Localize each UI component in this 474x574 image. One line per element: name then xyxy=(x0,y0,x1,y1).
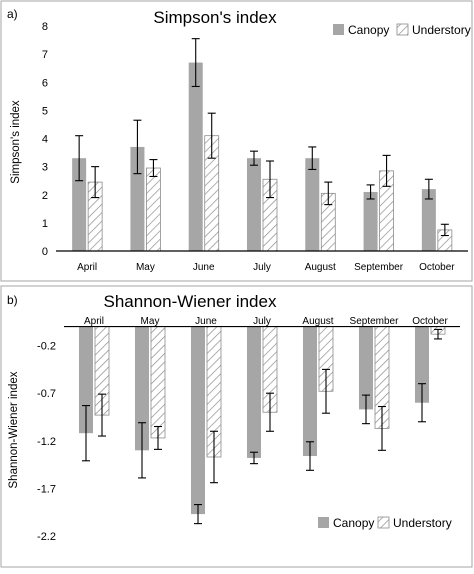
legend-understory-swatch-b xyxy=(377,516,390,529)
panel-b-errorbar-understory-july xyxy=(266,392,274,432)
panel-a-xtick-october: October xyxy=(419,262,455,273)
panel-b-errorbar-canopy-october xyxy=(418,383,426,423)
panel-b-plot: -2.2 -1.7 -1.2 -0.7 -0.2 April May June July Augu… xyxy=(37,316,460,543)
legend-understory-label-b: Understory xyxy=(393,516,452,530)
panel-b-ytick-4: -0.2 xyxy=(37,341,56,353)
panel-a-errorbar-canopy-july xyxy=(250,150,258,166)
panel-a-bar-canopy-august xyxy=(305,158,320,251)
panel-a-errorbar-understory-august xyxy=(324,181,333,206)
legend-understory-label-a: Understory xyxy=(412,23,471,37)
panel-a-errorbar-canopy-september xyxy=(366,184,375,200)
panel-a-ytick-7: 7 xyxy=(42,49,48,61)
panel-b-errorbar-canopy-may xyxy=(138,422,146,479)
panel-b-xtick-september: September xyxy=(350,316,400,327)
panel-a-errorbar-understory-july xyxy=(266,160,274,199)
panel-a-xtick-july: July xyxy=(253,262,271,273)
panel-a-xtick-august: August xyxy=(305,262,336,273)
panel-a-frame xyxy=(0,0,473,282)
panel-b-errorbar-understory-september xyxy=(378,405,386,451)
panel-a-ytick-8: 8 xyxy=(42,21,48,33)
panel-b-errorbar-canopy-september xyxy=(362,394,370,425)
panel-a-bar-canopy-september xyxy=(363,191,378,251)
panel-a-ytick-3: 3 xyxy=(42,162,48,174)
panel-a-errorbar-understory-april xyxy=(91,166,100,199)
panel-a-ytick-5: 5 xyxy=(42,105,48,117)
legend-canopy-swatch-b xyxy=(318,517,329,528)
panel-b-bar-canopy-september xyxy=(359,326,373,410)
panel-a-ytick-6: 6 xyxy=(42,77,48,89)
panel-b-title: Shannon-Wiener index xyxy=(104,292,277,311)
panel-b-errorbar-understory-april xyxy=(98,393,106,437)
panel-b-ytick-0: -2.2 xyxy=(37,531,56,543)
panel-b-bar-canopy-may xyxy=(135,326,149,451)
panel-b-ytick-2: -1.2 xyxy=(37,436,56,448)
panel-b-errorbar-understory-october xyxy=(434,328,442,340)
panel-b-ylabel: Shannon-Wiener index xyxy=(8,371,20,488)
panel-b-ytick-3: -0.7 xyxy=(37,388,56,400)
panel-b-xtick-october: October xyxy=(412,316,448,327)
panel-a-errorbar-canopy-may xyxy=(133,119,142,175)
panel-a-ytick-4: 4 xyxy=(42,134,48,146)
panel-a-ylabel: Simpson's index xyxy=(10,100,22,184)
panel-b-bar-understory-may xyxy=(150,326,166,439)
panel-b-errorbar-understory-august xyxy=(322,368,330,414)
panel-b-legend: Canopy Understory xyxy=(318,516,452,530)
panel-b-label: b) xyxy=(7,293,18,307)
panel-a-ytick-2: 2 xyxy=(42,190,48,202)
panel-a-errorbar-canopy-october xyxy=(424,178,433,200)
panel-a-xtick-september: September xyxy=(354,262,404,273)
panel-b-bar-canopy-july xyxy=(247,326,261,458)
panel-b-errorbar-canopy-june xyxy=(194,504,202,525)
panel-b-errorbar-canopy-july xyxy=(250,451,258,465)
panel-a-bar-canopy-may xyxy=(130,146,145,251)
panel-b-xtick-april: April xyxy=(84,316,104,327)
panel-a-errorbar-understory-may xyxy=(149,159,158,178)
panel-b-xtick-august: August xyxy=(302,316,333,327)
panel-a-bar-understory-may xyxy=(146,167,161,252)
panel-b-ytick-1: -1.7 xyxy=(37,483,56,495)
legend-canopy-swatch-a xyxy=(333,24,344,35)
panel-b-errorbar-canopy-august xyxy=(306,441,314,471)
panel-b-errorbar-understory-may xyxy=(154,425,162,450)
panel-a-errorbar-canopy-april xyxy=(75,135,84,182)
panel-a-errorbar-canopy-june xyxy=(191,38,200,88)
legend-understory-swatch-a xyxy=(396,23,409,36)
panel-a-title: Simpson's index xyxy=(153,8,277,27)
panel-a-errorbar-canopy-august xyxy=(308,146,317,170)
panel-a-errorbar-understory-october xyxy=(440,223,449,237)
panel-a-bar-canopy-july xyxy=(247,158,261,251)
panel-a-bar-canopy-june xyxy=(188,62,203,251)
panel-b-bar-canopy-april xyxy=(79,326,93,434)
legend-canopy-label-b: Canopy xyxy=(333,516,374,530)
panel-b-xtick-june: June xyxy=(195,316,217,327)
panel-a-bar-canopy-october xyxy=(421,189,436,251)
panel-a-legend: Canopy Understory xyxy=(333,23,471,37)
panel-a-xtick-june: June xyxy=(193,262,215,273)
panel-a-bar-canopy-april xyxy=(72,158,87,251)
panel-b-xtick-july: July xyxy=(253,316,271,327)
panel-b-errorbar-canopy-april xyxy=(82,405,90,462)
panel-b-bar-canopy-august xyxy=(303,326,317,457)
panel-a-xtick-may: May xyxy=(136,262,155,273)
legend-canopy-label-a: Canopy xyxy=(348,23,389,37)
panel-b-bar-canopy-june xyxy=(191,326,205,515)
panel-b-xtick-may: May xyxy=(141,316,160,327)
panel-a-errorbar-understory-june xyxy=(207,112,216,159)
panel-a-ytick-0: 0 xyxy=(42,246,48,258)
panel-a-ytick-1: 1 xyxy=(42,218,48,230)
panel-a-errorbar-understory-september xyxy=(382,154,391,187)
panel-b-errorbar-understory-june xyxy=(210,430,218,484)
panel-a-plot: 0 1 2 3 4 5 6 7 8 April May June July August September… xyxy=(42,21,468,273)
panel-a-xtick-april: April xyxy=(77,262,97,273)
panel-a-label: a) xyxy=(7,7,18,21)
